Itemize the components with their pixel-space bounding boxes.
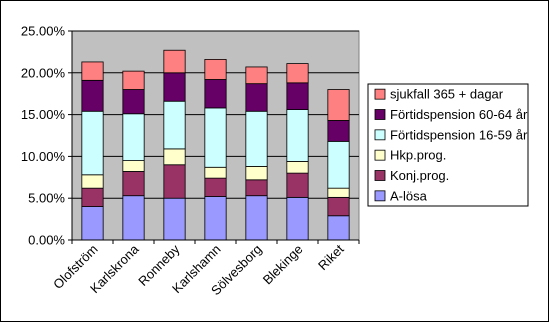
bar-segment bbox=[122, 171, 145, 197]
legend-swatch bbox=[374, 149, 386, 161]
y-tick-label: 0.00% bbox=[28, 233, 65, 248]
bar-segment bbox=[163, 164, 186, 199]
bar-segment bbox=[245, 179, 268, 197]
legend-swatch bbox=[374, 129, 386, 141]
bar-segment bbox=[327, 196, 350, 217]
bar-segment bbox=[327, 120, 350, 142]
bar-segment bbox=[122, 195, 145, 241]
legend-swatch bbox=[374, 109, 386, 120]
bar-segment bbox=[327, 215, 350, 241]
bar-segment bbox=[81, 174, 104, 189]
bar-segment bbox=[81, 206, 104, 241]
y-tick-label: 20.00% bbox=[21, 65, 66, 80]
bar-segment bbox=[245, 166, 268, 181]
bar-segment bbox=[204, 79, 227, 109]
bar-segment bbox=[327, 140, 350, 189]
bar-segment bbox=[122, 160, 145, 172]
legend-label: Hkp.prog. bbox=[390, 148, 446, 163]
bar-segment bbox=[327, 89, 350, 121]
legend-label: Konj.prog. bbox=[390, 168, 449, 183]
bar-segment bbox=[163, 148, 186, 166]
bar-segment bbox=[245, 83, 268, 112]
bar-segment bbox=[245, 195, 268, 241]
y-tick-label: 10.00% bbox=[21, 149, 66, 164]
bar-segment bbox=[204, 177, 227, 197]
bar-segment bbox=[122, 70, 145, 90]
legend-label: sjukfall 365 + dagar bbox=[390, 87, 504, 102]
bar-segment bbox=[204, 196, 227, 241]
y-tick-label: 5.00% bbox=[28, 191, 65, 206]
legend-swatch bbox=[374, 190, 386, 202]
legend-label: Förtidspension 16-59 år bbox=[390, 127, 528, 142]
bar-segment bbox=[245, 110, 268, 167]
legend-box bbox=[367, 83, 529, 207]
bar-segment bbox=[286, 161, 309, 174]
legend-label: Förtidspension 60-64 år bbox=[390, 107, 528, 122]
bar-segment bbox=[122, 113, 145, 161]
bar-segment bbox=[286, 63, 309, 84]
bar-segment bbox=[81, 187, 104, 207]
bar-segment bbox=[81, 110, 104, 176]
bars bbox=[81, 49, 350, 241]
bar-segment bbox=[286, 82, 309, 110]
bar-segment bbox=[163, 72, 186, 102]
y-tick-label: 15.00% bbox=[21, 107, 66, 122]
y-tick-label: 25.00% bbox=[21, 24, 66, 39]
bar-segment bbox=[204, 59, 227, 80]
bar-segment bbox=[286, 109, 309, 162]
bar-segment bbox=[163, 100, 186, 150]
legend-label: A-lösa bbox=[390, 188, 428, 203]
bar-segment bbox=[122, 89, 145, 115]
bar-segment bbox=[163, 49, 186, 74]
legend-swatch bbox=[374, 170, 386, 181]
bar-segment bbox=[204, 166, 227, 179]
bar-segment bbox=[81, 61, 104, 81]
bar-segment bbox=[163, 197, 186, 241]
bar-segment bbox=[286, 172, 309, 198]
bar-segment bbox=[286, 196, 309, 241]
legend: sjukfall 365 + dagar Förtidspension 60-64… bbox=[367, 83, 529, 207]
legend-swatch bbox=[374, 88, 386, 100]
bar-segment bbox=[81, 79, 104, 112]
bar-segment bbox=[245, 66, 268, 85]
bar-segment bbox=[204, 107, 227, 168]
bar-segment bbox=[327, 187, 350, 198]
